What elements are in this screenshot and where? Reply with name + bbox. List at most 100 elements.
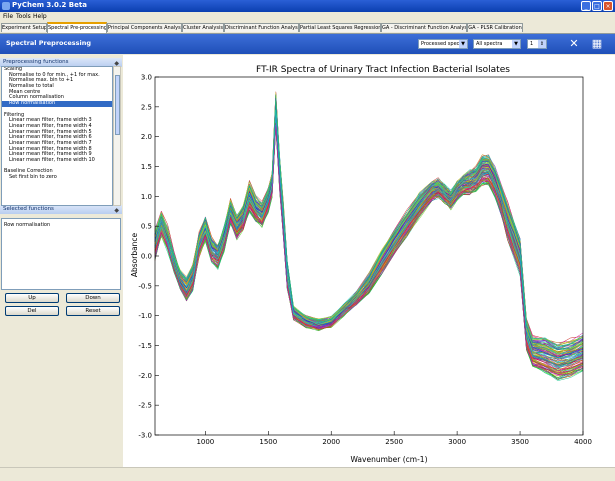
list-item[interactable]: Column normalisation [9,94,64,101]
window-title: PyChem 3.0.2 Beta [12,1,87,9]
x-tick-label: 4000 [574,438,592,446]
spectrum-line [154,97,584,350]
y-tick-label: 0.0 [141,253,152,261]
spectra-type-select[interactable]: Processed spect ▼ [418,39,468,49]
spectrum-line [154,115,584,371]
list-item[interactable]: Normalise to 0 for min., +1 for max. [9,71,100,78]
spectrum-line [154,91,584,346]
delete-button[interactable]: Del [5,306,59,316]
spectrum-line [154,103,584,358]
spectrum-line [154,121,584,373]
list-item[interactable]: Mean centre [9,88,41,95]
menu-file[interactable]: File [3,13,14,20]
list-item[interactable]: Linear mean filter, frame width 6 [9,134,92,141]
y-tick-label: 1.0 [141,193,152,201]
spectrum-line [154,92,584,344]
spectrum-spin-control[interactable]: 1 ⇕ [527,39,547,49]
spectrum-line [154,100,584,355]
scrollbar-thumb[interactable] [115,75,120,135]
preprocessing-function-list[interactable]: Scaling Normalise to 0 for min., +1 for m… [1,66,113,206]
spectrum-line [154,98,584,353]
y-tick-label: -0.5 [138,282,152,290]
spectrum-line [154,102,584,355]
tab-ga-dfa[interactable]: GA - Discriminant Function Analysis [381,23,467,32]
menu-tools[interactable]: Tools [16,13,31,20]
list-item[interactable]: Linear mean filter, frame width 3 [9,117,92,124]
spectrum-line [154,102,584,354]
y-tick-label: 3.0 [141,74,152,82]
spectrum-line [154,96,584,350]
function-group-label: Baseline Correction [4,168,53,175]
sample-select[interactable]: All spectra ▼ [473,39,521,49]
spectrum-line [154,99,584,353]
chart-settings-icon[interactable]: ▦ [591,37,603,50]
spectrum-line [154,100,584,349]
function-list-scrollbar[interactable] [113,66,121,206]
list-item[interactable]: Linear mean filter, frame width 10 [9,157,95,163]
plot-area[interactable]: FT-IR Spectra of Urinary Tract Infection… [123,55,615,467]
tab-pca[interactable]: Principal Components Analysis [107,23,182,32]
chevron-down-icon: ▼ [512,40,520,48]
spectrum-line [154,94,584,347]
tab-experiment-setup[interactable]: Experiment Setup [1,23,47,32]
spectrum-line [154,97,584,347]
spectra-chart[interactable]: FT-IR Spectra of Urinary Tract Infection… [123,55,615,467]
list-item[interactable]: Normalise max. bin to +1 [9,77,74,84]
spectrum-line [154,102,584,353]
pin-icon[interactable]: ◆ [114,60,119,67]
y-tick-label: -1.0 [138,312,152,320]
spectrum-line [154,100,584,353]
tab-ga-plsr[interactable]: GA - PLSR Calibration [467,23,523,32]
list-item[interactable]: Linear mean filter, frame width 8 [9,145,92,152]
menubar: File Tools Help [0,12,615,22]
function-group-label: Filtering [4,111,25,118]
tab-plsr[interactable]: Partial Least Squares Regression [299,23,381,32]
spectrum-line [154,109,584,359]
list-item[interactable]: Normalise to total [9,83,54,90]
up-button[interactable]: Up [5,293,59,303]
x-axis-label: Wavenumber (cm-1) [351,455,428,464]
tab-cluster-analysis[interactable]: Cluster Analysis [182,23,224,32]
spectrum-line [154,105,584,353]
spectrum-line [154,106,584,357]
y-tick-label: 2.0 [141,133,152,141]
list-item[interactable]: Linear mean filter, frame width 4 [9,122,92,129]
spectrum-line [154,124,584,376]
close-button[interactable]: × [603,1,613,11]
spin-arrows-icon[interactable]: ⇕ [538,40,546,48]
chart-title: FT-IR Spectra of Urinary Tract Infection… [256,65,510,75]
pin-icon[interactable]: ◆ [114,207,119,214]
down-button[interactable]: Down [66,293,120,303]
tab-spectral-preprocessing[interactable]: Spectral Pre-processing [47,22,107,33]
selected-function-list[interactable]: Row normalisation [1,218,121,290]
toolbar: Spectral Preprocessing Processed spect ▼… [0,34,615,54]
reset-button[interactable]: Reset [66,306,120,316]
list-item[interactable]: Set first bin to zero [9,174,57,181]
spectrum-line [154,95,584,346]
selected-functions-label: Selected functions [3,206,54,212]
maximize-button[interactable]: □ [592,1,602,11]
page-title: Spectral Preprocessing [6,39,91,47]
list-item[interactable]: Linear mean filter, frame width 7 [9,139,92,146]
tools-icon[interactable]: ✕ [569,37,579,50]
list-item[interactable]: Linear mean filter, frame width 9 [9,151,92,158]
menu-help[interactable]: Help [33,13,47,20]
spectrum-line [154,103,584,357]
list-item[interactable]: Row normalisation [2,100,112,107]
spectrum-line [154,93,584,346]
list-item[interactable]: Row normalisation [4,222,51,228]
x-tick-label: 3000 [448,438,466,446]
spectrum-line [154,104,584,358]
x-tick-label: 2500 [385,438,403,446]
spectrum-line [154,97,584,348]
function-group-label: Scaling [4,66,23,72]
axes-layer: 1000 1500 2000 2500 3000 3500 4000 -3.0 -2.5 -2.0… [138,74,592,447]
preprocessing-functions-label: Preprocessing functions [3,59,69,65]
list-item[interactable]: Linear mean filter, frame width 5 [9,128,92,135]
series-layer [154,91,584,381]
minimize-button[interactable]: _ [581,1,591,11]
tab-strip: Experiment Setup Spectral Pre-processing… [0,22,615,34]
sample-value: All spectra [476,41,503,47]
tab-dfa[interactable]: Discriminant Function Analysis [224,23,299,32]
spectrum-line [154,96,584,347]
